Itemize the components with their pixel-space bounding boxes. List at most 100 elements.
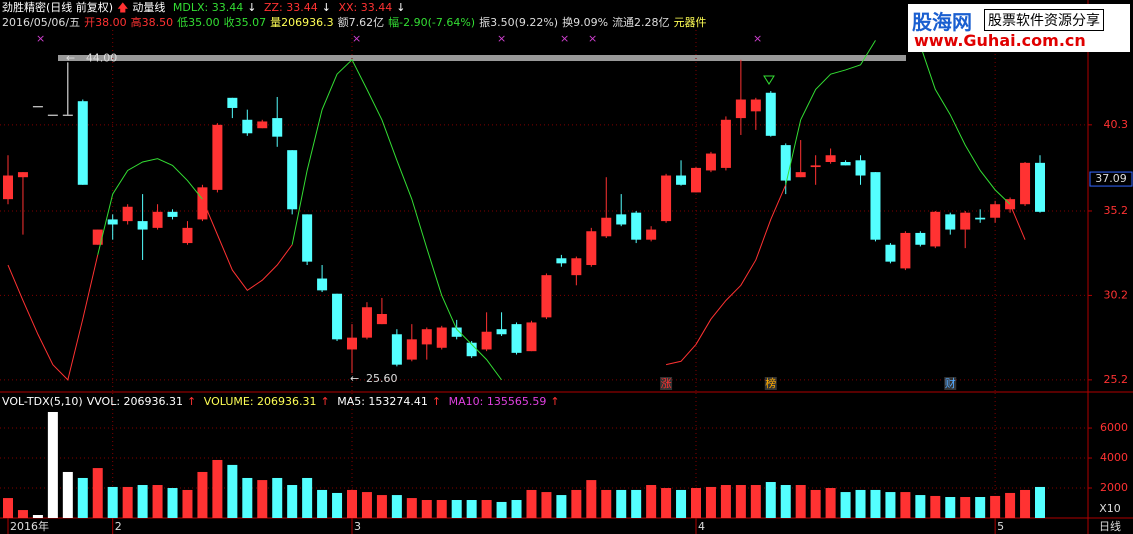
volume-bar <box>167 488 178 518</box>
volume-bar <box>945 497 956 518</box>
volume-bar <box>526 489 537 518</box>
volume-bar <box>347 489 357 518</box>
candle-body <box>92 229 103 245</box>
volume-bar <box>197 471 208 518</box>
arrow: ↓ <box>396 1 406 14</box>
volume-bar <box>451 500 462 518</box>
candle-body <box>122 206 133 222</box>
candle-body <box>795 172 806 178</box>
candle-body <box>541 275 552 318</box>
svg-text:×: × <box>352 32 361 45</box>
candle-body <box>257 121 268 129</box>
y-tick-label: 30.2 <box>1104 288 1129 301</box>
volume-bar <box>481 500 492 518</box>
volume-bar <box>302 477 313 518</box>
volume-bar <box>855 489 866 518</box>
candle-body <box>990 204 1001 218</box>
candle-body <box>945 214 956 230</box>
volume-bar <box>840 492 851 518</box>
volume-bar <box>107 486 118 518</box>
candle-body <box>347 337 357 350</box>
amplitude: 振3.50(9.22%) <box>479 16 559 29</box>
candle-body <box>391 334 402 365</box>
y-tick-label: 35.2 <box>1104 204 1129 217</box>
volume-bar <box>571 489 582 518</box>
candle-body <box>3 175 13 200</box>
zz: ZZ: 33.44 <box>263 1 318 14</box>
candle-body <box>750 99 761 112</box>
candle-body <box>361 307 372 338</box>
indicator-line <box>97 40 1011 381</box>
volume-bar <box>691 488 701 518</box>
volume-bar <box>825 488 836 518</box>
cursor-box <box>1089 171 1133 187</box>
candle-body <box>780 145 791 181</box>
volume-bar <box>960 497 971 518</box>
x-tick-label: 2016年 <box>10 519 49 533</box>
volume-bar <box>47 411 58 518</box>
candle-body <box>661 175 672 222</box>
volume-bar <box>1005 492 1016 518</box>
unit-label: X10 <box>1099 502 1121 515</box>
volume-header: VOL-TDX(5,10) VVOL: 206936.31 ↑ VOLUME: 20… <box>2 395 564 409</box>
volume-bar <box>586 480 597 518</box>
volume-bar <box>1035 486 1045 518</box>
indicator-name: 动量线 <box>132 1 166 14</box>
candle-body <box>421 329 432 345</box>
candle-body <box>77 101 88 185</box>
close: 收35.07 <box>223 16 267 29</box>
candle-body <box>152 211 163 228</box>
svg-text:×: × <box>560 32 569 45</box>
volume-bar <box>616 489 627 518</box>
candle-body <box>62 114 73 116</box>
candle-body <box>107 219 118 225</box>
y-tick-label: 6000 <box>1100 421 1128 434</box>
volume-bar <box>496 501 507 518</box>
candle-body <box>676 175 687 185</box>
volume-bar <box>975 497 986 518</box>
volume-bar <box>556 495 567 518</box>
volume-bar <box>376 495 387 518</box>
stock-title: 劲胜精密(日线 前复权) <box>2 1 114 14</box>
volume-bar <box>511 500 522 518</box>
y-tick-label: 25.2 <box>1104 373 1129 386</box>
candle-body <box>332 293 343 340</box>
x-tick-label: 4 <box>698 520 705 533</box>
extreme-arrow: ← <box>350 372 359 385</box>
candle-body <box>137 221 148 230</box>
arrow: ↓ <box>247 1 257 14</box>
volume-bar <box>990 495 1001 518</box>
candle-body <box>242 119 253 134</box>
date: 2016/05/06/五 <box>2 16 81 29</box>
x-tick-label: 3 <box>354 520 361 533</box>
url: www.Guhai.com.cn <box>914 31 1086 50</box>
open: 开38.00 <box>84 16 127 29</box>
candle-body <box>496 329 507 335</box>
volume-bar <box>182 489 193 518</box>
candle-body <box>287 150 298 210</box>
volume-bar <box>77 477 88 518</box>
volume-bar <box>466 500 477 518</box>
slogan: 股票软件资源分享 <box>984 9 1104 31</box>
candle-body <box>885 244 896 262</box>
indicator-line <box>7 184 1026 381</box>
svg-text:×: × <box>753 32 762 45</box>
candle-body <box>227 97 238 108</box>
volume-bar <box>900 492 911 518</box>
candle-body <box>197 187 208 220</box>
ma5: MA5: 153274.41 <box>337 395 428 408</box>
volume-bar <box>720 485 731 518</box>
volume-bar <box>212 459 223 518</box>
arrow: ↓ <box>321 1 331 14</box>
candle-body <box>556 258 567 264</box>
period: 日线 <box>1099 519 1121 533</box>
volume-bar <box>765 482 776 518</box>
event-label: 财 <box>945 376 956 390</box>
volume-bar <box>287 485 298 518</box>
arrow: ↑ <box>187 395 197 408</box>
volume-bar <box>257 480 268 518</box>
candle-body <box>601 217 612 237</box>
top-marks: × × × × × × <box>36 32 762 45</box>
volume-bar <box>436 500 447 518</box>
volume-bar <box>631 489 642 518</box>
